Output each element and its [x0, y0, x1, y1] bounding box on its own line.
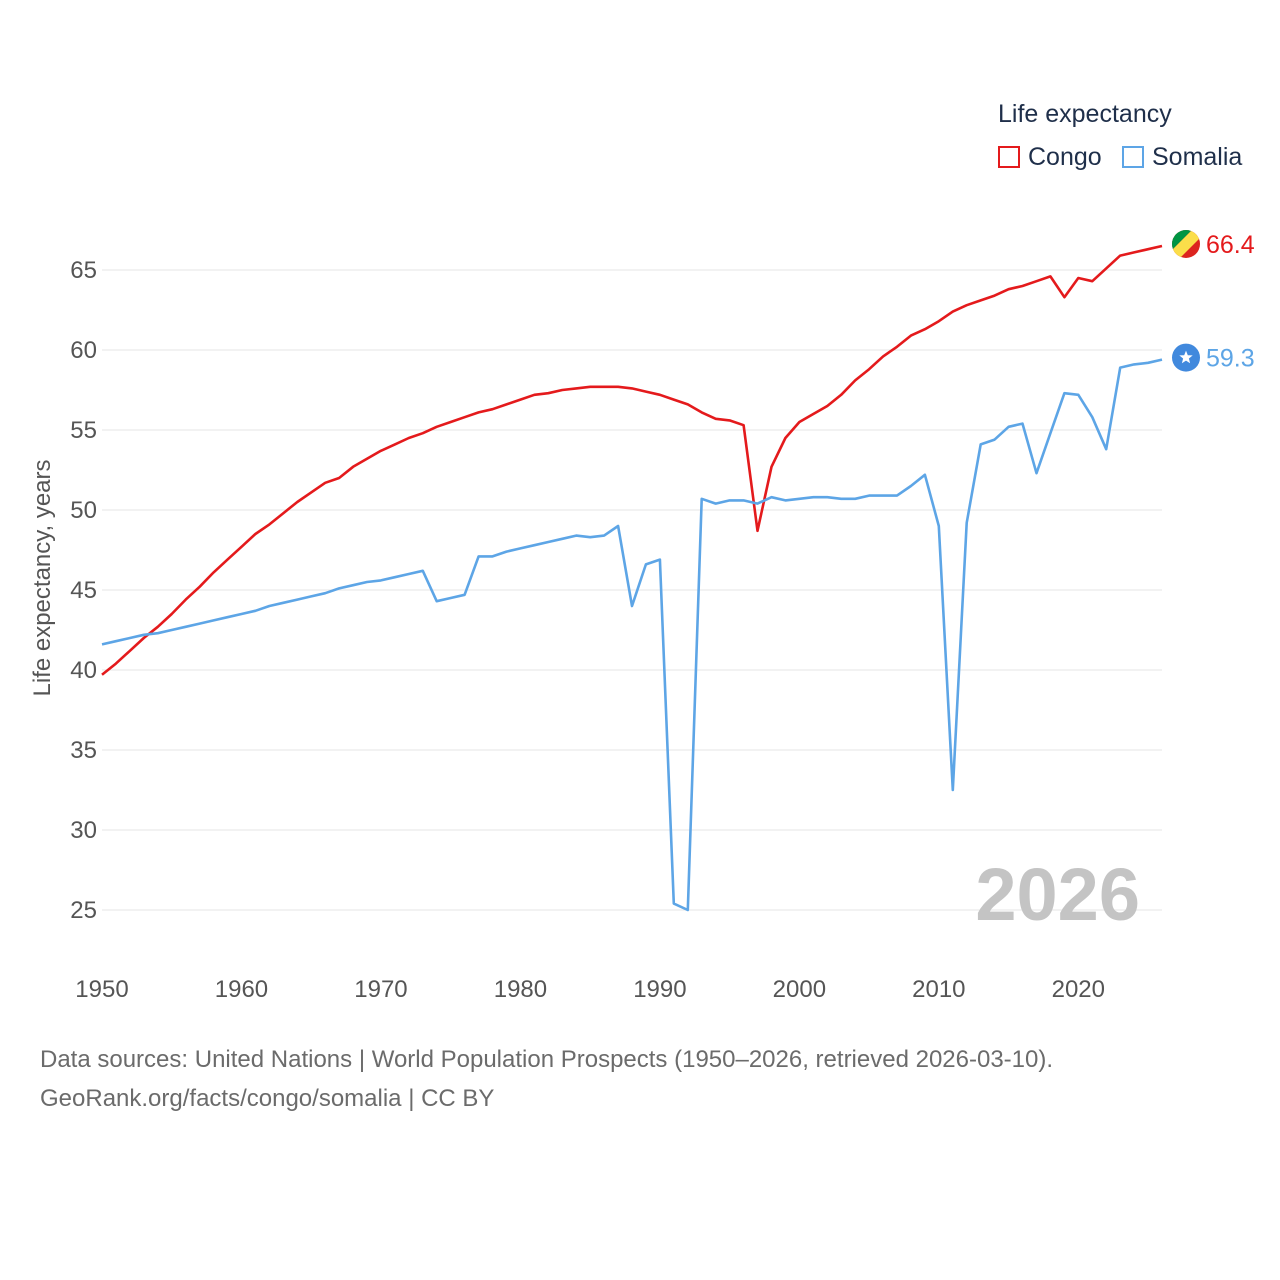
series-line-congo: [101, 244, 1163, 676]
x-tick-label: 1950: [75, 976, 128, 1003]
footer-credit: GeoRank.org/facts/congo/somalia | CC BY: [40, 1085, 495, 1112]
legend-label-somalia: Somalia: [1152, 142, 1243, 171]
x-tick-label: 2020: [1052, 976, 1105, 1003]
end-label-somalia: 59.3: [1206, 345, 1255, 373]
x-axis-ticks: 1950 1960 1970 1980 1990 2000 2010 2020: [75, 976, 1105, 1003]
y-axis-ticks: 25 30 35 40 45 50 55 60 65: [70, 257, 97, 924]
y-axis-label: Life expectancy, years: [29, 459, 56, 696]
footer-sources: Data sources: United Nations | World Pop…: [40, 1046, 1054, 1073]
x-tick-label: 1960: [215, 976, 268, 1003]
y-tick-label: 35: [70, 737, 97, 764]
somalia-flag-icon: [1172, 343, 1200, 372]
x-tick-label: 1980: [494, 976, 547, 1003]
x-tick-label: 2000: [773, 976, 826, 1003]
series-line-somalia: [101, 358, 1163, 912]
y-tick-label: 55: [70, 417, 97, 444]
legend-swatch-congo: [998, 146, 1020, 168]
y-tick-label: 50: [70, 497, 97, 524]
series-layer: [101, 244, 1163, 912]
legend-title: Life expectancy: [998, 100, 1172, 128]
end-label-congo: 66.4: [1206, 231, 1255, 259]
y-tick-label: 60: [70, 337, 97, 364]
y-tick-label: 65: [70, 257, 97, 284]
x-tick-label: 1970: [354, 976, 407, 1003]
y-tick-label: 30: [70, 817, 97, 844]
legend-swatch-somalia: [1122, 146, 1144, 168]
end-markers: 66.4 59.3: [1172, 230, 1255, 373]
y-tick-label: 25: [70, 897, 97, 924]
y-tick-label: 40: [70, 657, 97, 684]
congo-flag-icon: [1172, 230, 1200, 258]
x-tick-label: 2010: [912, 976, 965, 1003]
grid-lines: [102, 269, 1162, 911]
legend-item-somalia[interactable]: Somalia: [1122, 142, 1242, 172]
y-tick-label: 45: [70, 577, 97, 604]
legend-item-congo[interactable]: Congo: [998, 142, 1102, 172]
legend-label-congo: Congo: [1028, 142, 1102, 171]
x-tick-label: 1990: [633, 976, 686, 1003]
year-watermark: 2026: [975, 853, 1140, 936]
